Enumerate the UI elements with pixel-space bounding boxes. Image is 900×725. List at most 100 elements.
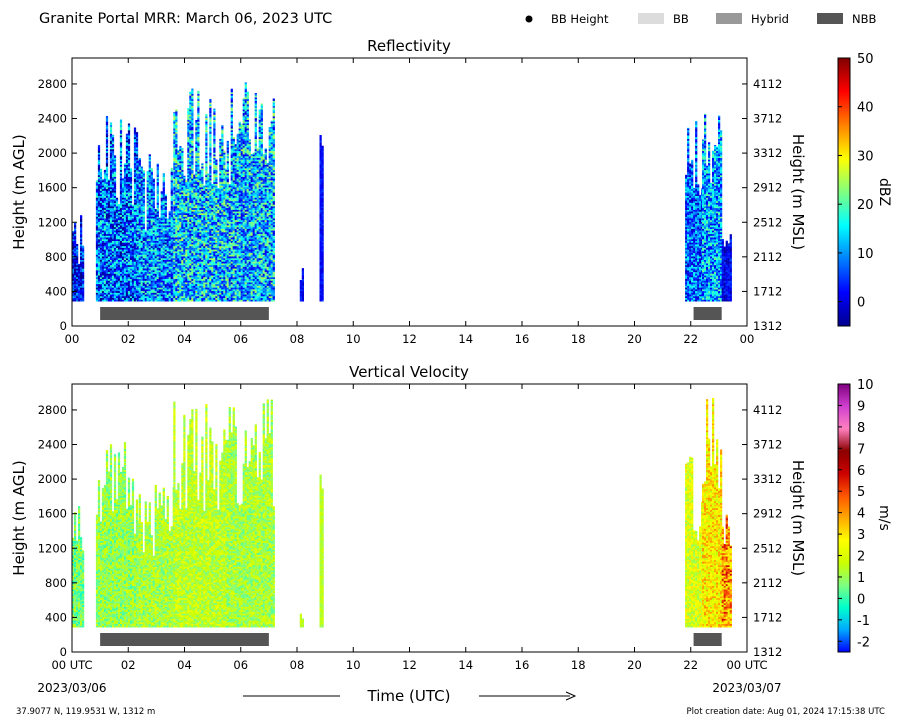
reflectivity-echo-cell	[166, 295, 169, 298]
reflectivity-echo-cell	[127, 256, 131, 259]
reflectivity-echo-cell	[133, 281, 137, 285]
reflectivity-echo-cell	[152, 192, 155, 195]
reflectivity-echo-cell	[156, 269, 159, 273]
reflectivity-echo-cell	[168, 273, 171, 276]
reflectivity-echo-cell	[173, 173, 176, 176]
reflectivity-echo-cell	[109, 252, 113, 255]
reflectivity-echo-cell	[109, 214, 113, 217]
reflectivity-echo-cell	[109, 211, 113, 214]
reflectivity-echo-cell	[181, 280, 184, 283]
reflectivity-echo-cell	[156, 299, 159, 302]
reflectivity-echo-cell	[113, 190, 117, 193]
reflectivity-echo-cell	[162, 299, 165, 302]
reflectivity-echo-cell	[129, 168, 133, 171]
reflectivity-echo-cell	[142, 198, 145, 202]
reflectivity-echo-cell	[129, 294, 133, 297]
reflectivity-echo-cell	[156, 240, 159, 243]
reflectivity-echo-cell	[154, 238, 157, 241]
reflectivity-echo-cell	[160, 259, 163, 262]
reflectivity-echo-cell	[133, 299, 137, 302]
reflectivity-echo-cell	[121, 212, 125, 215]
reflectivity-echo-cell	[105, 198, 109, 202]
reflectivity-echo-cell	[115, 276, 119, 279]
reflectivity-echo-cell	[76, 294, 79, 297]
reflectivity-echo-cell	[142, 186, 145, 190]
reflectivity-echo-cell	[111, 280, 115, 283]
reflectivity-echo-cell	[97, 221, 101, 224]
reflectivity-echo-cell	[179, 205, 182, 209]
reflectivity-echo-cell	[113, 178, 117, 181]
reflectivity-echo-cell	[179, 147, 182, 150]
bb-height-legend-marker	[525, 15, 533, 23]
reflectivity-echo-cell	[136, 160, 139, 164]
reflectivity-echo-cell	[179, 181, 182, 184]
reflectivity-echo-cell	[187, 283, 190, 286]
reflectivity-echo-cell	[133, 266, 137, 269]
reflectivity-echo-cell	[129, 204, 133, 207]
reflectivity-echo-cell	[140, 243, 143, 247]
reflectivity-echo-cell	[146, 195, 149, 198]
reflectivity-echo-cell	[170, 224, 173, 228]
reflectivity-echo-cell	[113, 261, 117, 264]
reflectivity-echo-cell	[113, 285, 117, 288]
reflectivity-echo-cell	[135, 157, 139, 160]
reflectivity-echo-cell	[138, 261, 141, 264]
reflectivity-echo-cell	[109, 126, 113, 129]
reflectivity-echo-cell	[105, 276, 109, 279]
reflectivity-echo-cell	[146, 276, 149, 279]
reflectivity-echo-cell	[133, 276, 137, 279]
reflectivity-echo-cell	[131, 259, 135, 262]
reflectivity-echo-cell	[170, 252, 173, 255]
reflectivity-echo-cell	[133, 145, 137, 148]
reflectivity-echo-cell	[146, 223, 149, 226]
reflectivity-echo-cell	[175, 179, 178, 183]
reflectivity-echo-cell	[133, 133, 137, 136]
reflectivity-echo-cell	[119, 136, 123, 139]
reflectivity-echo-cell	[162, 173, 165, 176]
reflectivity-echo-cell	[175, 252, 178, 255]
reflectivity-echo-cell	[131, 243, 135, 247]
reflectivity-echo-cell	[158, 217, 161, 221]
reflectivity-echo-cell	[140, 276, 143, 279]
reflectivity-echo-cell	[136, 266, 139, 269]
reflectivity-echo-cell	[121, 211, 125, 214]
reflectivity-echo-cell	[173, 131, 176, 134]
reflectivity-echo-cell	[111, 221, 115, 224]
reflectivity-echo-cell	[181, 230, 184, 233]
reflectivity-echo-cell	[97, 174, 101, 177]
reflectivity-echo-cell	[150, 269, 153, 273]
reflectivity-echo-cell	[138, 186, 141, 190]
reflectivity-echo-cell	[156, 164, 159, 167]
reflectivity-echo-cell	[111, 212, 115, 215]
reflectivity-echo-cell	[173, 259, 176, 262]
reflectivity-echo-cell	[125, 145, 129, 148]
reflectivity-echo-cell	[127, 145, 131, 148]
reflectivity-echo-cell	[119, 226, 123, 229]
reflectivity-echo-cell	[123, 192, 127, 195]
reflectivity-echo-cell	[156, 228, 159, 231]
reflectivity-echo-cell	[129, 188, 133, 191]
reflectivity-echo-cell	[101, 231, 105, 235]
reflectivity-echo-cell	[150, 174, 153, 177]
reflectivity-echo-cell	[111, 164, 115, 167]
reflectivity-echo-cell	[156, 285, 159, 288]
reflectivity-echo-cell	[129, 237, 133, 240]
reflectivity-echo-cell	[97, 276, 101, 279]
reflectivity-echo-cell	[97, 147, 101, 150]
reflectivity-echo-cell	[109, 145, 113, 148]
reflectivity-echo-cell	[119, 147, 123, 150]
reflectivity-echo-cell	[142, 185, 145, 188]
reflectivity-echo-cell	[111, 202, 115, 205]
reflectivity-echo-cell	[103, 242, 107, 245]
reflectivity-echo-cell	[152, 256, 155, 259]
reflectivity-echo-cell	[97, 145, 101, 148]
reflectivity-echo-cell	[158, 252, 161, 255]
reflectivity-echo-cell	[160, 217, 163, 221]
reflectivity-echo-cell	[177, 162, 180, 165]
reflectivity-echo-cell	[103, 231, 107, 235]
reflectivity-echo-cell	[177, 275, 180, 278]
reflectivity-echo-cell	[119, 268, 123, 271]
reflectivity-echo-cell	[72, 238, 75, 241]
reflectivity-echo-cell	[175, 133, 178, 136]
reflectivity-echo-cell	[175, 231, 178, 235]
